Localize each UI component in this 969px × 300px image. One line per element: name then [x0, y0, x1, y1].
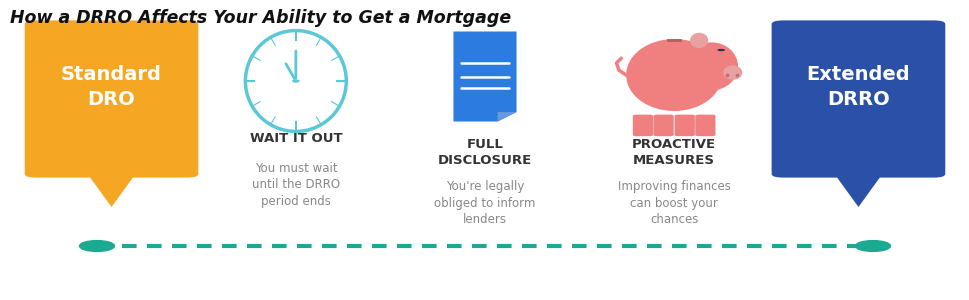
Text: Extended
DRRO: Extended DRRO: [806, 65, 909, 109]
Polygon shape: [830, 169, 885, 207]
FancyBboxPatch shape: [695, 115, 715, 136]
Circle shape: [79, 241, 114, 251]
Circle shape: [717, 49, 724, 51]
Text: You must wait
until the DRRO
period ends: You must wait until the DRRO period ends: [252, 162, 339, 208]
FancyBboxPatch shape: [653, 115, 673, 136]
Ellipse shape: [689, 33, 707, 48]
Ellipse shape: [722, 65, 741, 80]
Circle shape: [293, 80, 298, 82]
Text: Improving finances
can boost your
chances: Improving finances can boost your chance…: [617, 180, 730, 226]
FancyBboxPatch shape: [770, 20, 944, 178]
Text: Standard
DRO: Standard DRO: [61, 65, 162, 109]
Text: You're legally
obliged to inform
lenders: You're legally obliged to inform lenders: [434, 180, 535, 226]
Circle shape: [245, 65, 346, 97]
Text: PROACTIVE
MEASURES: PROACTIVE MEASURES: [632, 138, 715, 166]
FancyBboxPatch shape: [25, 20, 198, 178]
Polygon shape: [84, 169, 139, 207]
Circle shape: [855, 241, 890, 251]
Text: FULL
DISCLOSURE: FULL DISCLOSURE: [437, 138, 532, 166]
Text: WAIT IT OUT: WAIT IT OUT: [249, 132, 342, 145]
Text: How a DRRO Affects Your Ability to Get a Mortgage: How a DRRO Affects Your Ability to Get a…: [10, 9, 511, 27]
FancyBboxPatch shape: [673, 115, 694, 136]
Ellipse shape: [245, 31, 346, 131]
Ellipse shape: [625, 39, 721, 111]
Polygon shape: [497, 112, 516, 122]
Ellipse shape: [684, 42, 737, 90]
FancyBboxPatch shape: [632, 115, 652, 136]
Polygon shape: [453, 32, 516, 122]
